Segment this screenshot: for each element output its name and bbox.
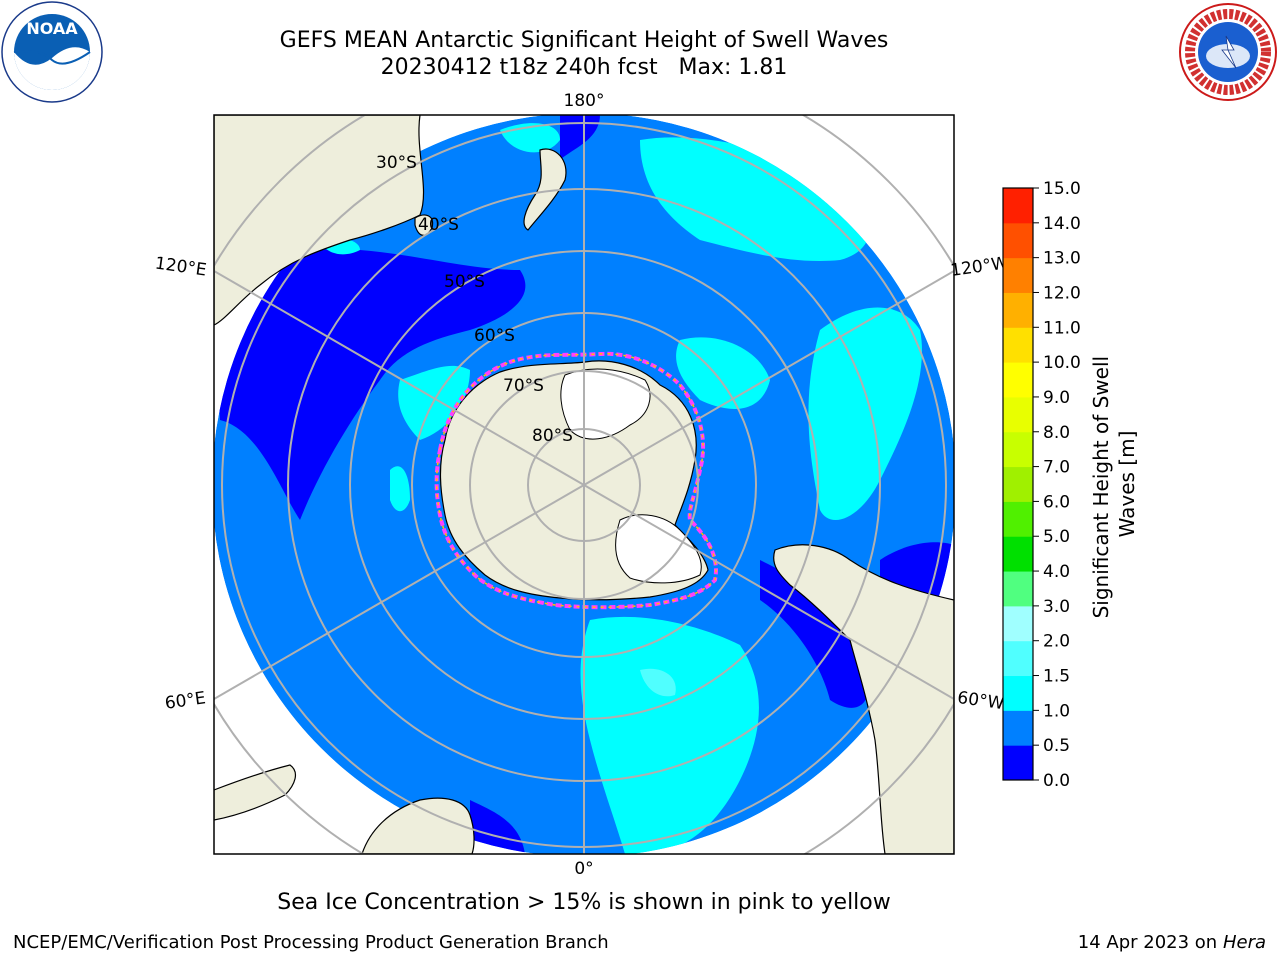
nws-logo (1179, 3, 1277, 101)
chart-subtitle: 20230412 t18z 240h fcst Max: 1.81 (380, 55, 788, 80)
colorbar-tick-label: 8.0 (1043, 423, 1070, 443)
colorbar-tick-label: 6.0 (1043, 492, 1070, 512)
colorbar-segment (1003, 745, 1033, 781)
colorbar-tick-label: 3.0 (1043, 597, 1070, 617)
colorbar-segment (1003, 605, 1033, 642)
colorbar-label-line1: Significant Height of Swell (1089, 356, 1113, 618)
colorbar-segment (1003, 640, 1033, 677)
colorbar-segment (1003, 222, 1033, 259)
colorbar-segment (1003, 710, 1033, 746)
colorbar-segment (1003, 188, 1033, 224)
noaa-logo: NOAA (1, 1, 103, 103)
colorbar-segments (1003, 188, 1033, 781)
lon-label-180: 180° (564, 91, 605, 111)
colorbar-segment (1003, 257, 1033, 293)
colorbar-segment (1003, 501, 1033, 537)
colorbar-segment (1003, 675, 1033, 711)
sea-ice-edge (434, 351, 718, 610)
lat-label-30s: 30°S (376, 153, 417, 173)
colorbar-tick-label: 15.0 (1043, 179, 1081, 199)
colorbar-segment (1003, 571, 1033, 607)
colorbar-tick-label: 9.0 (1043, 388, 1070, 408)
lat-label-40s: 40°S (418, 215, 459, 235)
map-frame (213, 114, 955, 855)
lat-label-50s: 50°S (444, 272, 485, 292)
colorbar-ticks: 0.0 0.5 1.0 1.5 2.0 3.0 4.0 5.0 6.0 7.0 8.0 9.0 10.0… (1033, 179, 1081, 791)
lon-label-0: 0° (574, 859, 593, 879)
colorbar-segment (1003, 327, 1033, 363)
lat-label-60s: 60°S (474, 326, 515, 346)
colorbar-tick-label: 7.0 (1043, 458, 1070, 478)
colorbar-segment (1003, 536, 1033, 572)
colorbar-segment (1003, 431, 1033, 468)
graticule (214, 115, 954, 854)
colorbar-segment (1003, 362, 1033, 398)
colorbar-frame (1002, 187, 1034, 781)
footer-date-text: 14 Apr 2023 on (1077, 932, 1223, 953)
footer-machine: Hera (1222, 932, 1266, 953)
sea-ice-caption: Sea Ice Concentration > 15% is shown in … (277, 890, 891, 915)
noaa-logo-text: NOAA (26, 19, 78, 38)
colorbar-tick-label: 11.0 (1043, 318, 1081, 338)
colorbar-tick-label: 0.0 (1043, 771, 1070, 791)
chart-title: GEFS MEAN Antarctic Significant Height o… (279, 28, 889, 53)
colorbar-tick-label: 4.0 (1043, 562, 1070, 582)
lat-label-80s: 80°S (532, 426, 573, 446)
colorbar-tick-label: 2.0 (1043, 632, 1070, 652)
footer-credit: NCEP/EMC/Verification Post Processing Pr… (13, 932, 609, 953)
colorbar-tick-label: 14.0 (1043, 214, 1081, 234)
colorbar-tick-label: 1.0 (1043, 701, 1070, 721)
colorbar-segment (1003, 396, 1033, 433)
colorbar-segment (1003, 466, 1033, 502)
colorbar-tick-label: 5.0 (1043, 527, 1070, 547)
colorbar-segment (1003, 292, 1033, 328)
colorbar-tick-label: 0.5 (1043, 736, 1070, 756)
colorbar-tick-label: 13.0 (1043, 249, 1081, 269)
colorbar-label: Significant Height of Swell Waves [m] (1089, 350, 1139, 619)
colorbar-tick-label: 1.5 (1043, 667, 1070, 687)
footer-date: 14 Apr 2023 on Hera (1078, 932, 1266, 953)
colorbar-tick-label: 12.0 (1043, 283, 1081, 303)
colorbar-label-line2: Waves [m] (1115, 431, 1139, 538)
colorbar-tick-label: 10.0 (1043, 353, 1081, 373)
lat-label-70s: 70°S (503, 376, 544, 396)
